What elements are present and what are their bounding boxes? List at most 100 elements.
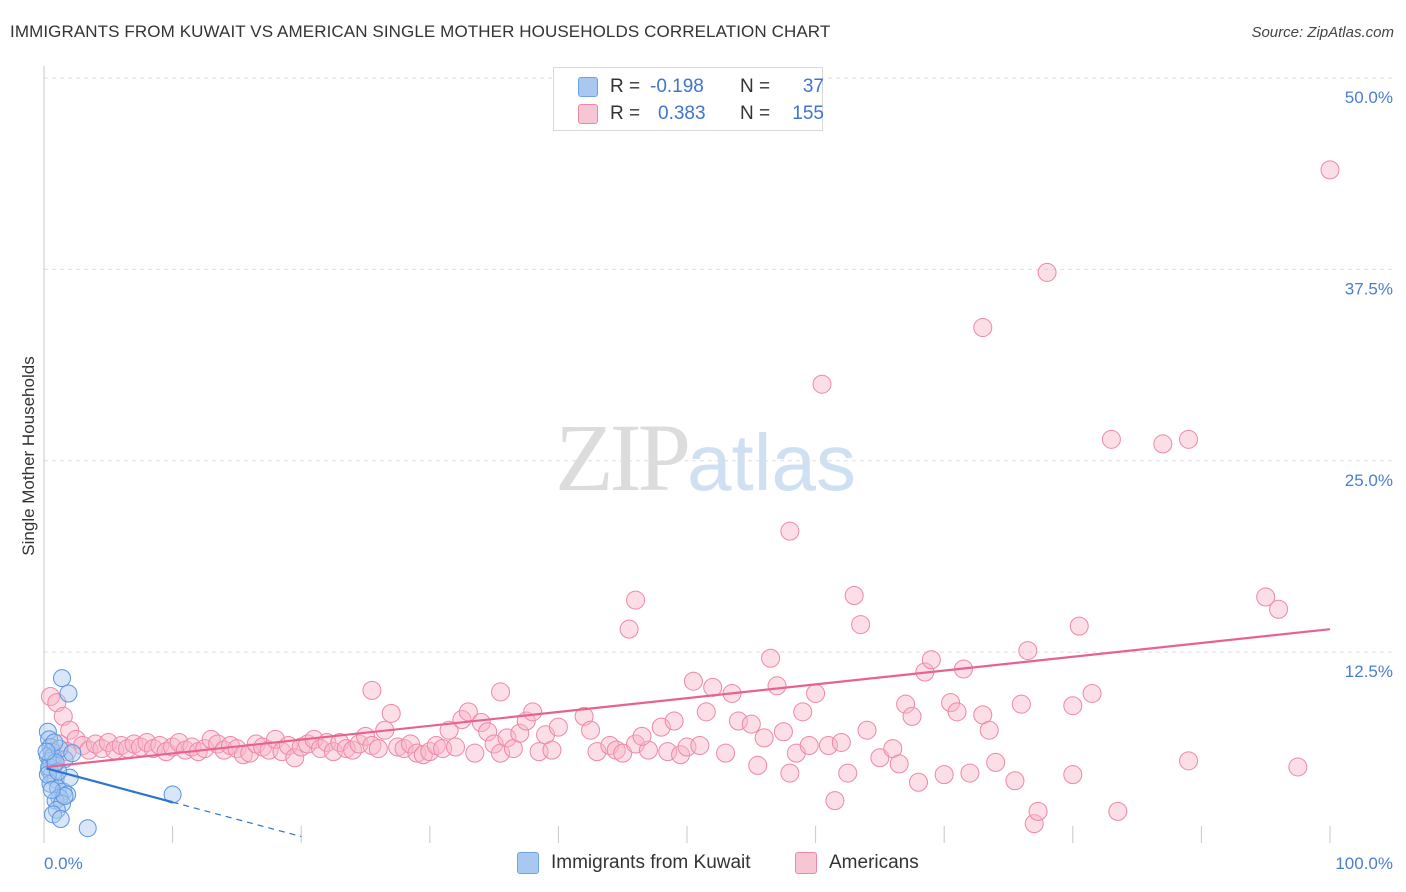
americans-point bbox=[1082, 683, 1102, 703]
americans-point bbox=[439, 720, 459, 740]
americans-point bbox=[548, 717, 568, 737]
americans-point bbox=[478, 722, 498, 742]
americans-point bbox=[741, 714, 761, 734]
americans-point bbox=[1005, 771, 1025, 791]
kuwait-trend-extension bbox=[172, 801, 302, 838]
bottom-legend-label-kuwait: Immigrants from Kuwait bbox=[551, 852, 751, 873]
americans-point bbox=[664, 711, 684, 731]
legend-swatch-kuwait bbox=[578, 77, 598, 97]
americans-point bbox=[690, 736, 710, 756]
americans-point bbox=[626, 590, 646, 610]
americans-point bbox=[728, 711, 748, 731]
bottom-legend-kuwait: Immigrants from Kuwait bbox=[517, 852, 751, 874]
americans-trend-line bbox=[46, 628, 1331, 769]
americans-point bbox=[806, 683, 826, 703]
americans-point bbox=[767, 676, 787, 696]
bottom-legend-americans: Americans bbox=[795, 852, 919, 874]
americans-point bbox=[780, 763, 800, 783]
americans-point bbox=[960, 763, 980, 783]
americans-point bbox=[60, 720, 80, 740]
chart-title: IMMIGRANTS FROM KUWAIT VS AMERICAN SINGL… bbox=[10, 22, 831, 41]
legend-r-value-americans: 0.383 bbox=[658, 103, 706, 124]
americans-point bbox=[619, 619, 639, 639]
americans-point bbox=[671, 745, 691, 765]
americans-point bbox=[761, 648, 781, 668]
americans-point bbox=[748, 755, 768, 775]
americans-point bbox=[169, 732, 189, 752]
americans-point bbox=[947, 702, 967, 722]
americans-point bbox=[581, 720, 601, 740]
americans-point bbox=[1320, 160, 1340, 180]
americans-point bbox=[703, 677, 723, 697]
legend-row-americans: R = 0.383 N = 155 bbox=[578, 103, 824, 125]
legend-n-label: N = bbox=[740, 76, 771, 97]
bottom-swatch-americans bbox=[795, 852, 817, 874]
americans-point bbox=[857, 720, 877, 740]
americans-point bbox=[716, 743, 736, 763]
americans-point bbox=[362, 680, 382, 700]
americans-point bbox=[497, 728, 517, 748]
americans-point bbox=[632, 726, 652, 746]
americans-point bbox=[825, 791, 845, 811]
kuwait-point bbox=[53, 669, 72, 688]
americans-point bbox=[838, 763, 858, 783]
americans-point bbox=[336, 739, 356, 759]
x-tick-label-1: 100.0% bbox=[1335, 854, 1393, 873]
americans-point bbox=[844, 585, 864, 605]
legend-swatch-americans bbox=[578, 104, 598, 124]
y-tick-label-0: 12.5% bbox=[1345, 662, 1393, 681]
americans-point bbox=[889, 754, 909, 774]
americans-point bbox=[986, 752, 1006, 772]
x-tick-labels: 0.0% 100.0% bbox=[44, 854, 1393, 873]
americans-point bbox=[870, 748, 890, 768]
americans-point bbox=[934, 765, 954, 785]
americans-point bbox=[973, 318, 993, 338]
americans-point bbox=[613, 743, 633, 763]
bottom-swatch-kuwait bbox=[517, 852, 539, 874]
legend-row-kuwait: R = -0.198 N = 37 bbox=[578, 76, 824, 98]
kuwait-point bbox=[51, 810, 70, 829]
grid-lines bbox=[44, 77, 1392, 653]
americans-point bbox=[851, 615, 871, 635]
americans-point bbox=[1028, 801, 1048, 821]
legend-r-label: R = bbox=[610, 76, 641, 97]
americans-point bbox=[1018, 641, 1038, 661]
bottom-legend-label-americans: Americans bbox=[829, 852, 919, 873]
americans-point bbox=[465, 743, 485, 763]
americans-point bbox=[388, 737, 408, 757]
americans-point bbox=[683, 671, 703, 691]
americans-point bbox=[773, 722, 793, 742]
americans-point bbox=[831, 732, 851, 752]
y-tick-labels: 12.5% 25.0% 37.5% 50.0% bbox=[1345, 88, 1393, 681]
americans-point bbox=[979, 720, 999, 740]
americans-point bbox=[446, 737, 466, 757]
americans-point bbox=[401, 734, 421, 754]
legend-n-label: N = bbox=[740, 103, 771, 124]
americans-point bbox=[1011, 694, 1031, 714]
kuwait-point bbox=[42, 780, 61, 799]
americans-point bbox=[812, 374, 832, 394]
americans-point bbox=[1256, 587, 1276, 607]
americans-point bbox=[658, 742, 678, 762]
americans-point bbox=[542, 740, 562, 760]
americans-point bbox=[1269, 599, 1289, 619]
axes bbox=[43, 66, 1331, 843]
americans-point bbox=[902, 706, 922, 726]
americans-point bbox=[1069, 616, 1089, 636]
americans-point bbox=[285, 748, 305, 768]
kuwait-points bbox=[37, 669, 182, 838]
americans-point bbox=[1037, 262, 1057, 282]
americans-point bbox=[1024, 814, 1044, 834]
americans-point bbox=[896, 694, 916, 714]
legend-n-value-kuwait: 37 bbox=[802, 76, 824, 97]
americans-point bbox=[754, 728, 774, 748]
y-tick-label-3: 50.0% bbox=[1345, 88, 1393, 107]
americans-point bbox=[323, 742, 343, 762]
americans-point bbox=[1063, 765, 1083, 785]
y-tick-label-1: 25.0% bbox=[1345, 471, 1393, 490]
americans-point bbox=[921, 650, 941, 670]
kuwait-point bbox=[78, 819, 97, 838]
americans-point bbox=[471, 713, 491, 733]
kuwait-point bbox=[38, 722, 57, 741]
